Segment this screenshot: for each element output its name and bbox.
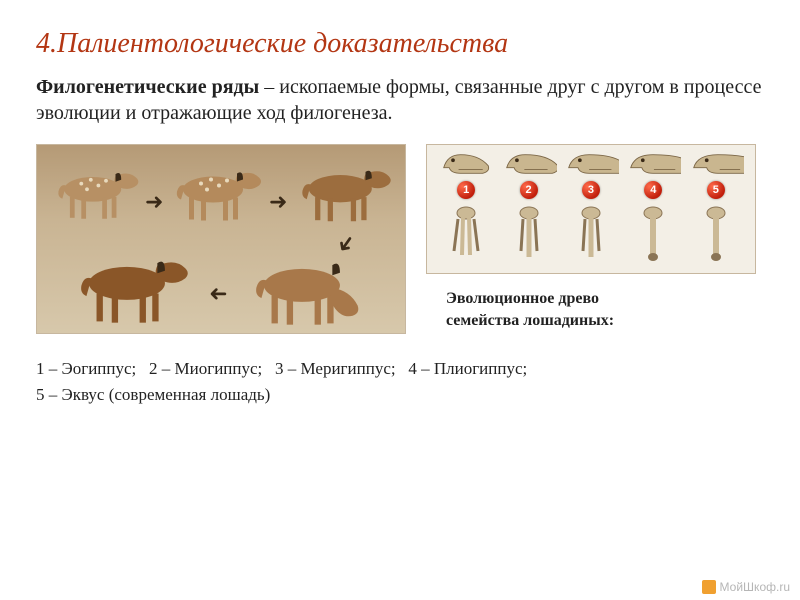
watermark-icon xyxy=(702,580,716,594)
badge-1: 1 xyxy=(457,181,475,199)
legend: 1 – Эогиппус; 2 – Миогиппус; 3 – Меригип… xyxy=(36,356,764,407)
panel-caption: Эволюционное древо семейства лошадиных: xyxy=(446,288,756,331)
horse-h1 xyxy=(49,165,144,230)
leg-3 xyxy=(571,205,611,261)
leg-2 xyxy=(509,205,549,261)
definition-text: Филогенетические ряды – ископаемые формы… xyxy=(36,74,764,126)
badge-5: 5 xyxy=(707,181,725,199)
skull-4 xyxy=(625,151,681,177)
skull-leg-panel: 1 2 3 4 5 xyxy=(426,144,756,274)
legend-item: 1 – Эогиппус; xyxy=(36,359,136,378)
panels-row: ➜➜➜➜ 12345 xyxy=(36,144,764,334)
badge-row: 1 2 3 4 5 xyxy=(435,181,747,199)
badge-4: 4 xyxy=(644,181,662,199)
horse-h2 xyxy=(167,163,267,233)
right-column: 1 2 3 4 5 xyxy=(426,144,756,331)
horse-h4 xyxy=(67,253,197,334)
slide-title: 4.Палиентологические доказательства xyxy=(36,28,764,60)
leg-5 xyxy=(696,205,736,261)
leg-4 xyxy=(633,205,673,261)
legend-item: 2 – Миогиппус; xyxy=(149,359,262,378)
leg-1 xyxy=(446,205,486,261)
horse-h3 xyxy=(292,159,397,236)
arrow-2: ➜ xyxy=(269,189,287,215)
skull-3 xyxy=(563,151,619,177)
skull-2 xyxy=(501,151,557,177)
badge-2: 2 xyxy=(520,181,538,199)
caption-line1: Эволюционное древо xyxy=(446,290,599,307)
watermark: МойШкоф.ru xyxy=(702,580,790,594)
skull-1 xyxy=(438,151,494,177)
slide-container: 4.Палиентологические доказательства Фило… xyxy=(0,0,800,600)
skull-row xyxy=(435,151,747,177)
caption-line2: семейства лошадиных: xyxy=(446,312,614,329)
badge-3: 3 xyxy=(582,181,600,199)
legend-item: 3 – Меригиппус; xyxy=(275,359,396,378)
leg-row xyxy=(435,205,747,269)
legend-item: 4 – Плиогиппус; xyxy=(408,359,527,378)
skull-5 xyxy=(688,151,744,177)
definition-term: Филогенетические ряды xyxy=(36,76,259,98)
horse-h5 xyxy=(237,255,377,334)
arrow-4: ➜ xyxy=(209,281,227,307)
legend-item: 5 – Эквус (современная лошадь) xyxy=(36,385,270,404)
horse-evolution-panel: ➜➜➜➜ xyxy=(36,144,406,334)
watermark-text: МойШкоф.ru xyxy=(720,580,790,594)
arrow-1: ➜ xyxy=(145,189,163,215)
